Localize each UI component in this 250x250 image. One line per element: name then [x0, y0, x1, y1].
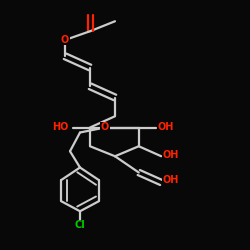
Text: OH: OH	[162, 175, 179, 185]
Text: Cl: Cl	[74, 220, 86, 230]
Text: O: O	[61, 35, 69, 45]
Text: OH: OH	[158, 122, 174, 132]
Text: HO: HO	[52, 122, 69, 132]
Text: O: O	[101, 122, 109, 132]
Text: OH: OH	[162, 150, 179, 160]
